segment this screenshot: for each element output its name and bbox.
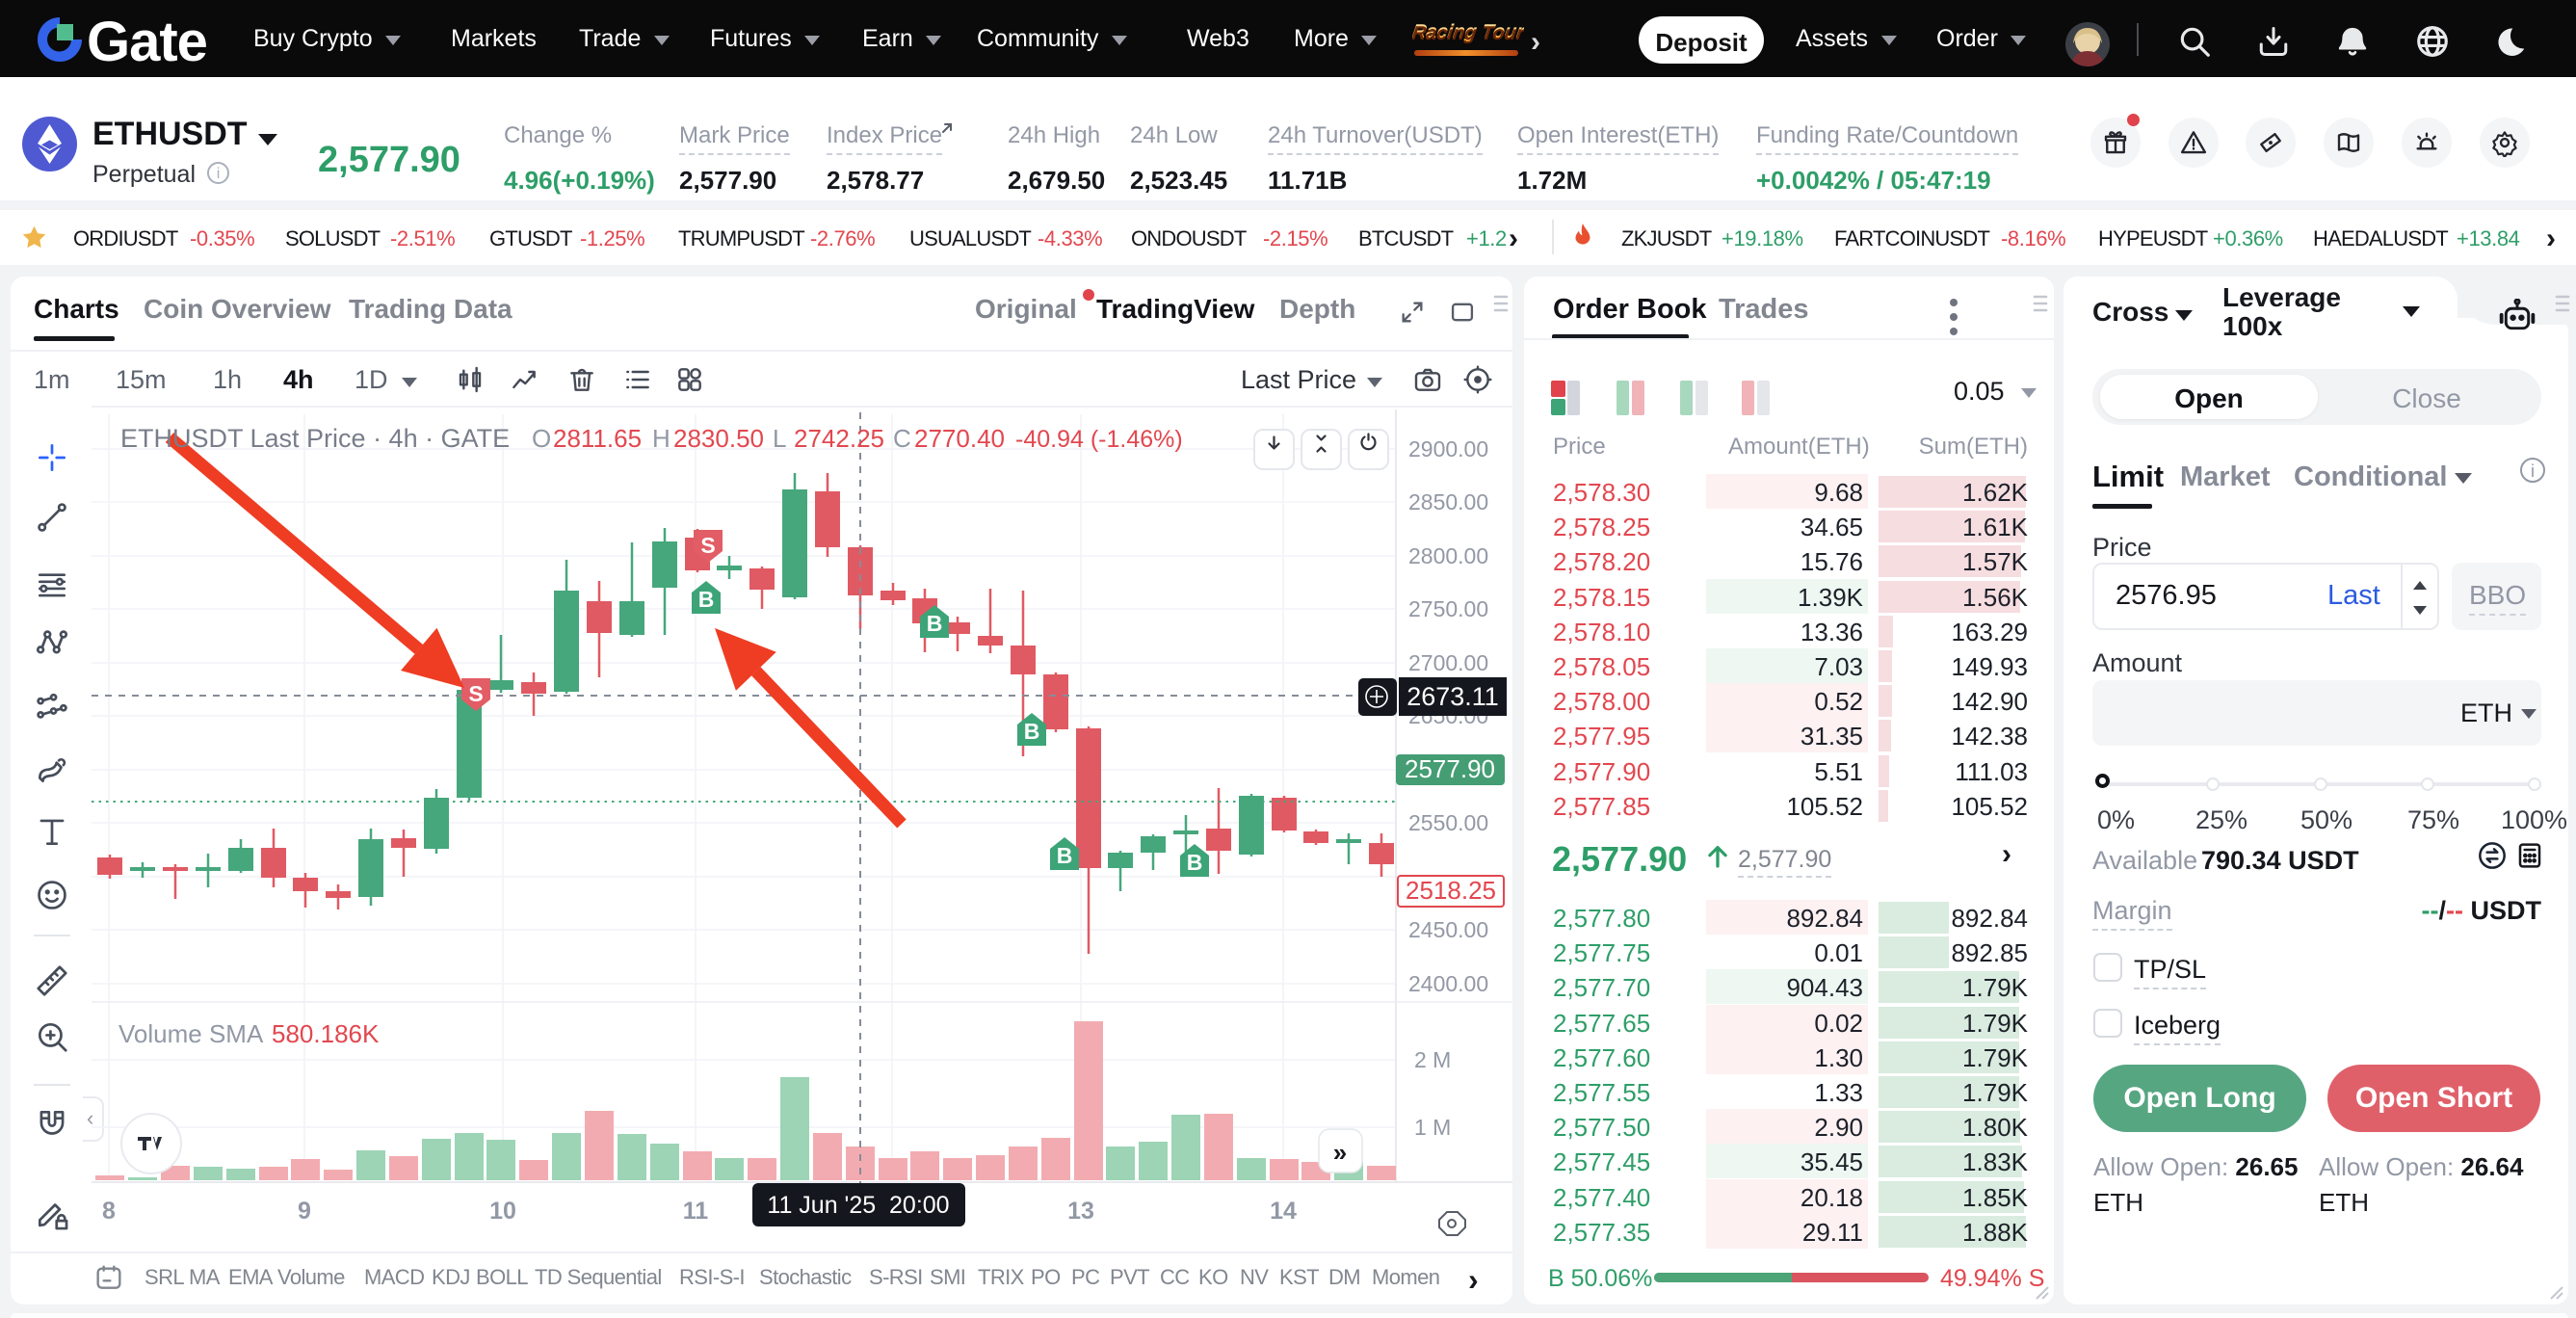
svg-text:2750.00: 2750.00	[1408, 596, 1488, 621]
svg-text:B: B	[927, 611, 943, 636]
svg-text:-40.94 (-1.46%): -40.94 (-1.46%)	[1015, 426, 1183, 453]
svg-text:B: B	[1057, 843, 1073, 868]
svg-text:»: »	[1333, 1138, 1347, 1167]
svg-text:B: B	[1024, 719, 1040, 744]
svg-text:1 M: 1 M	[1414, 1115, 1451, 1140]
svg-text:2450.00: 2450.00	[1408, 917, 1488, 942]
svg-text:2800.00: 2800.00	[1408, 543, 1488, 568]
svg-text:C: C	[893, 424, 911, 453]
svg-text:10: 10	[489, 1198, 516, 1225]
svg-text:S: S	[468, 681, 483, 706]
svg-text:2673.11: 2673.11	[1406, 682, 1499, 711]
svg-text:L: L	[773, 424, 786, 453]
svg-text:2 M: 2 M	[1414, 1047, 1451, 1072]
svg-text:11: 11	[683, 1198, 709, 1225]
svg-text:ETHUSDT Last Price · 4h · GATE: ETHUSDT Last Price · 4h · GATE	[120, 424, 510, 453]
svg-text:2770.40: 2770.40	[914, 424, 1005, 453]
svg-text:14: 14	[1270, 1198, 1297, 1225]
svg-text:H: H	[652, 424, 670, 453]
svg-text:2577.90: 2577.90	[1405, 754, 1495, 783]
svg-text:2400.00: 2400.00	[1408, 971, 1488, 996]
svg-text:2811.65: 2811.65	[553, 424, 642, 453]
svg-text:S: S	[700, 533, 715, 558]
svg-text:B: B	[1187, 850, 1203, 875]
svg-text:2742.25: 2742.25	[794, 424, 884, 453]
svg-text:B: B	[698, 587, 715, 612]
svg-text:2700.00: 2700.00	[1408, 650, 1488, 675]
svg-text:2850.00: 2850.00	[1408, 489, 1488, 514]
svg-text:13: 13	[1067, 1198, 1094, 1225]
svg-text:O: O	[532, 424, 551, 453]
svg-text:11 Jun '25 20:00: 11 Jun '25 20:00	[767, 1192, 949, 1219]
svg-text:8: 8	[102, 1198, 116, 1225]
svg-text:2518.25: 2518.25	[1406, 876, 1496, 905]
svg-text:2550.00: 2550.00	[1408, 810, 1488, 835]
svg-text:580.186K: 580.186K	[272, 1019, 380, 1048]
svg-text:Volume SMA: Volume SMA	[118, 1019, 264, 1048]
svg-text:2900.00: 2900.00	[1408, 436, 1488, 461]
svg-text:9: 9	[298, 1198, 311, 1225]
svg-text:2830.50: 2830.50	[673, 424, 764, 453]
